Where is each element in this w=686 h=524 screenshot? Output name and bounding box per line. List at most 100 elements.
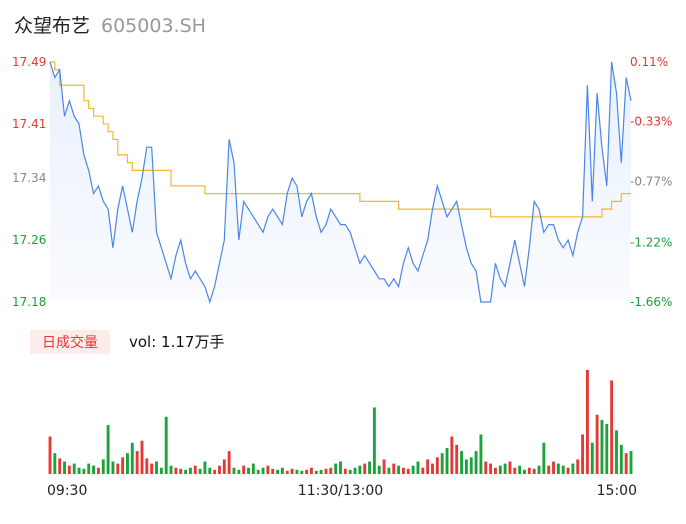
volume-bar [368,461,371,474]
volume-bar [232,467,236,474]
volume-bar [590,442,594,474]
volume-bar [503,463,507,474]
volume-bar [256,469,260,474]
volume-bar [392,463,396,474]
volume-bar [377,465,381,474]
volume-bar [237,469,241,474]
volume-bar [585,370,589,474]
volume-bar [227,451,231,474]
volume-bar [523,469,526,474]
volume-tag [30,330,110,354]
volume-bar [276,469,279,474]
volume-bar [48,436,52,474]
volume-bar [547,465,551,474]
volume-bar [300,470,304,474]
volume-bar [111,461,115,474]
volume-bar [285,470,289,474]
volume-bar [619,444,623,474]
volume-bar [242,465,246,474]
volume-bar [67,465,71,474]
volume-bar [58,458,62,474]
volume-bar [324,468,328,474]
volume-bar [329,467,333,474]
volume-bar [576,459,580,474]
volume-bar [116,463,120,474]
volume-bar [489,463,493,474]
volume-bar [348,469,352,474]
volume-bar [508,461,512,474]
volume-bar [169,465,173,474]
volume-bar [372,407,376,474]
volume-bar [193,465,197,474]
volume-bar [421,467,425,474]
volume-bar [82,468,86,474]
volume-bar [280,467,284,474]
volume-bar [319,469,323,474]
volume-bar [130,442,134,474]
volume-bar [121,457,125,474]
volume-bar [440,453,444,474]
volume-bar [479,434,483,474]
volume-bar [605,424,609,474]
volume-bar [140,440,144,474]
volume-bar [595,414,599,474]
volume-bar [290,468,294,474]
volume-total: vol: 1.17万手 [129,333,224,351]
volume-bar [460,451,463,474]
volume-bar [426,459,430,474]
volume-bar [101,459,105,474]
price-line [49,61,632,305]
volume-bar [247,467,250,474]
volume-bar [106,425,110,474]
volume-bar [87,463,91,474]
volume-bar [310,467,313,474]
chart-subtitle: 605003.SH [101,15,206,37]
volume-bar [295,469,299,474]
y2-tick-label: 0.11% [630,55,668,69]
volume-bar [92,465,96,474]
volume-bar [314,470,318,474]
volume-bar [561,465,565,474]
volume-bar [542,442,546,474]
volume-bar [431,463,434,474]
price-area [50,62,631,302]
y-tick-label: 17.18 [12,295,46,309]
volume-bar [435,457,439,474]
volume-bar [343,468,347,474]
volume-bar [218,465,221,474]
volume-bar [387,467,391,474]
volume-bar [155,461,158,474]
volume-bar [484,461,488,474]
volume-bar [266,465,270,474]
x-tick-label: 09:30 [47,483,87,499]
volume-tag-label: 日成交量 [42,334,98,351]
volume-bar [135,451,139,474]
volume-bar [493,467,497,474]
volume-bar [552,461,555,474]
volume-bar [358,465,362,474]
volume-bar [77,467,81,474]
volume-bar [126,453,129,474]
volume-bar [305,469,309,474]
chart-title: 众望布艺 [14,15,90,37]
volume-bar [464,459,468,474]
volume-bar [455,444,459,474]
volume-bar [363,463,367,474]
volume-bar [498,465,502,474]
volume-bar [518,465,522,474]
y2-tick-label: -0.33% [630,115,672,129]
volume-bar [566,467,570,474]
x-tick-label: 11:30/13:00 [298,483,383,499]
y-tick-label: 17.49 [12,55,46,69]
volume-bar [513,467,517,474]
volume-bar [402,467,405,474]
volume-bar [271,468,275,474]
x-tick-label: 15:00 [597,483,637,499]
volume-bar [213,469,217,474]
volume-bar [72,463,76,474]
volume-bar [629,451,633,474]
volume-bar [208,467,212,474]
volume-bar [63,461,66,474]
y-tick-label: 17.26 [12,233,46,247]
